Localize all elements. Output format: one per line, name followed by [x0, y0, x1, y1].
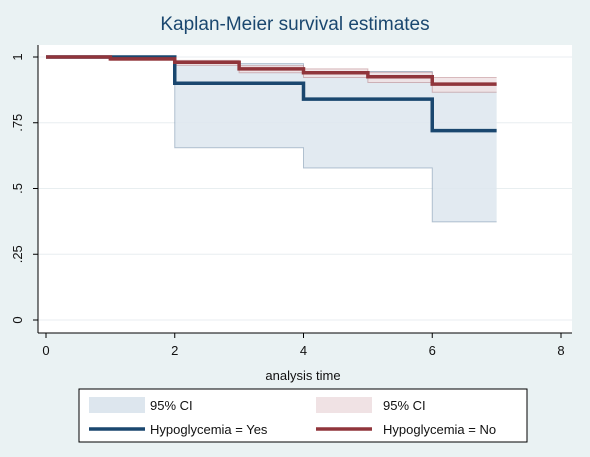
y-tick-label: .5 — [10, 183, 25, 194]
x-axis-title: analysis time — [265, 368, 340, 383]
y-tick-label: .75 — [10, 114, 25, 132]
y-tick-label: .25 — [10, 245, 25, 263]
legend-ci-label: 95% CI — [383, 398, 426, 413]
x-tick-label: 2 — [171, 343, 178, 358]
x-tick-label: 8 — [557, 343, 564, 358]
chart-title: Kaplan-Meier survival estimates — [160, 14, 429, 35]
legend-series-label: Hypoglycemia = No — [383, 422, 496, 437]
x-tick-label: 4 — [300, 343, 307, 358]
survival-line-hypoglycemia-no — [46, 55, 497, 86]
x-tick-label: 6 — [429, 343, 436, 358]
x-tick-label: 0 — [42, 343, 49, 358]
legend: 95% CI Hypoglycemia = Yes 95% CI Hypoglycem… — [78, 388, 528, 443]
axes: 0 .25 .5 .75 1 0 2 4 6 8 — [10, 45, 572, 358]
legend-ci-label: 95% CI — [150, 398, 193, 413]
legend-box — [78, 388, 528, 443]
legend-ci-swatch-hypoglycemia-no — [316, 397, 372, 413]
y-tick-label: 1 — [10, 53, 25, 60]
survival-lines — [46, 55, 497, 133]
ci-band-hypoglycemia-no — [46, 57, 497, 93]
y-tick-label: 0 — [10, 316, 25, 323]
legend-series-label: Hypoglycemia = Yes — [150, 422, 268, 437]
legend-ci-swatch-hypoglycemia-yes — [89, 397, 145, 413]
